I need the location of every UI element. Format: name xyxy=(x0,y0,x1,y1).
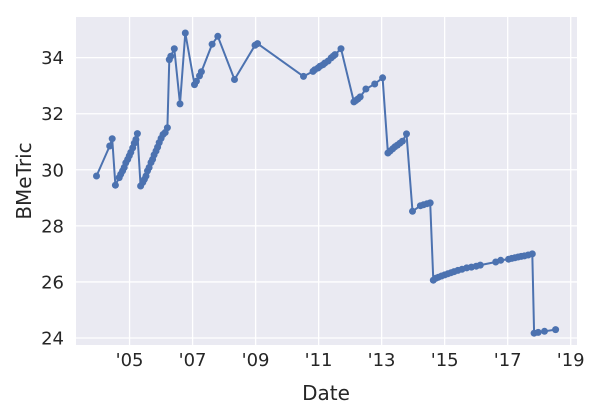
data-point xyxy=(337,45,345,53)
data-point xyxy=(208,40,216,48)
x-tick-label: '19 xyxy=(557,350,585,371)
x-tick-label: '05 xyxy=(116,350,144,371)
gridlines xyxy=(76,17,577,345)
x-axis-label: Date xyxy=(302,381,350,405)
data-point xyxy=(528,250,536,258)
data-point xyxy=(132,136,140,143)
y-axis-label: BMeTric xyxy=(12,142,36,219)
y-tick-label: 32 xyxy=(41,104,64,125)
x-tick-label: '09 xyxy=(242,350,270,371)
data-point xyxy=(167,52,175,60)
plot-area xyxy=(76,17,577,345)
data-point xyxy=(356,93,364,101)
y-tick-label: 24 xyxy=(41,329,64,350)
data-point xyxy=(403,130,410,138)
data-point xyxy=(163,124,171,132)
data-point xyxy=(497,256,505,264)
data-point xyxy=(197,68,205,76)
data-point xyxy=(331,51,339,59)
x-tick-label: '07 xyxy=(179,350,207,371)
data-point xyxy=(362,85,370,93)
data-point xyxy=(409,207,416,215)
x-tick-label: '13 xyxy=(368,350,396,371)
x-tick-label: '17 xyxy=(494,350,522,371)
series-bmetric xyxy=(93,29,560,337)
data-point xyxy=(552,326,560,334)
data-point xyxy=(379,74,387,82)
data-point xyxy=(111,181,119,189)
data-point xyxy=(176,100,184,108)
y-tick-labels: 24 26 28 30 32 34 xyxy=(41,48,64,349)
y-tick-label: 28 xyxy=(41,216,64,237)
x-tick-label: '11 xyxy=(305,350,333,371)
data-point xyxy=(254,40,261,48)
data-point xyxy=(106,142,114,150)
data-point xyxy=(300,72,307,80)
y-tick-label: 26 xyxy=(41,272,64,293)
data-point xyxy=(93,172,100,180)
data-point xyxy=(371,80,379,88)
y-tick-label: 34 xyxy=(41,48,64,69)
data-point xyxy=(476,261,484,269)
data-point xyxy=(541,327,548,335)
data-point xyxy=(108,135,116,143)
data-point xyxy=(192,77,200,85)
data-point xyxy=(170,45,178,53)
x-tick-label: '15 xyxy=(431,350,459,371)
y-tick-label: 30 xyxy=(41,160,64,181)
data-point xyxy=(534,328,542,336)
data-point xyxy=(426,199,434,207)
data-point xyxy=(231,76,238,83)
x-tick-labels: '05 '07 '09 '11 '13 '15 '17 '19 xyxy=(116,350,585,371)
data-point xyxy=(398,137,406,145)
data-point xyxy=(181,29,189,37)
data-point xyxy=(133,130,141,138)
data-point xyxy=(214,32,222,40)
